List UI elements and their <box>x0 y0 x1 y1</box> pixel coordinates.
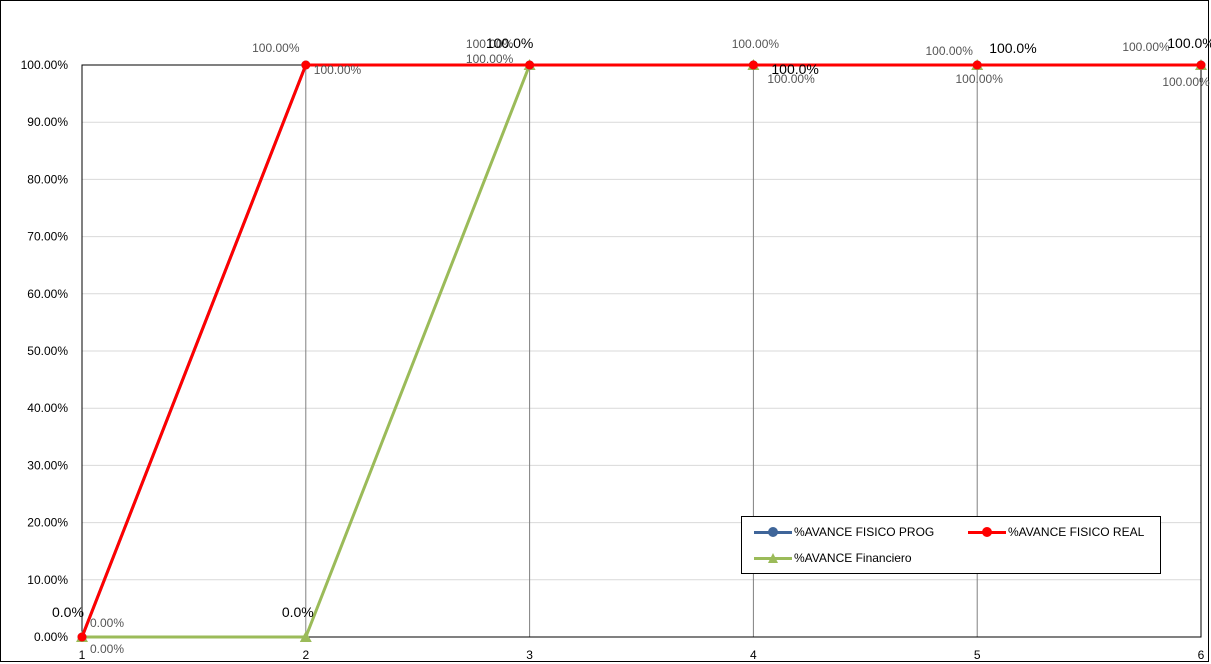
legend: %AVANCE FISICO PROG %AVANCE FISICO REAL … <box>741 516 1161 574</box>
data-label: 0.00% <box>90 642 124 656</box>
data-label: 100.00% <box>732 37 780 51</box>
data-label: 100.00% <box>314 63 362 77</box>
x-tick-label: 3 <box>526 648 533 662</box>
data-label: 100.00% <box>466 52 514 66</box>
y-tick-label: 50.00% <box>27 344 68 358</box>
x-tick-label: 4 <box>750 648 757 662</box>
data-label: 100.0% <box>486 35 533 51</box>
legend-swatch-financiero <box>754 551 792 565</box>
data-point <box>525 60 535 70</box>
y-tick-label: 0.00% <box>34 630 68 644</box>
data-label: 100.00% <box>1122 40 1170 54</box>
y-tick-label: 100.00% <box>21 58 69 72</box>
x-tick-label: 2 <box>302 648 309 662</box>
legend-item-real: %AVANCE FISICO REAL <box>968 525 1144 539</box>
legend-item-financiero: %AVANCE Financiero <box>754 551 912 565</box>
data-label: 0.0% <box>52 604 84 620</box>
data-label: 100.00% <box>767 72 815 86</box>
legend-label-prog: %AVANCE FISICO PROG <box>794 525 935 539</box>
y-tick-label: 30.00% <box>27 458 68 472</box>
y-tick-label: 90.00% <box>27 115 68 129</box>
data-point <box>299 631 312 642</box>
data-label: 100.0% <box>1167 35 1211 51</box>
data-label: 100.00% <box>926 44 974 58</box>
x-tick-label: 6 <box>1198 648 1205 662</box>
data-label: 100.0% <box>989 40 1036 56</box>
data-point <box>748 60 758 70</box>
y-tick-label: 80.00% <box>27 172 68 186</box>
data-point <box>1196 60 1206 70</box>
legend-item-prog: %AVANCE FISICO PROG <box>754 525 934 539</box>
legend-label-financiero: %AVANCE Financiero <box>794 551 912 565</box>
data-label: 100.0% <box>771 61 818 77</box>
data-point <box>301 60 311 70</box>
y-tick-label: 70.00% <box>27 230 68 244</box>
x-tick-label: 5 <box>974 648 981 662</box>
data-label: 0.0% <box>282 604 314 620</box>
data-label: 100.00% <box>956 72 1004 86</box>
x-tick-label: 1 <box>79 648 86 662</box>
data-label: 100.00% <box>466 37 514 51</box>
y-tick-label: 20.00% <box>27 516 68 530</box>
data-label: 100.00% <box>252 41 300 55</box>
data-point <box>77 632 87 642</box>
data-label: 0.00% <box>90 616 124 630</box>
data-point <box>972 60 982 70</box>
y-tick-label: 60.00% <box>27 287 68 301</box>
data-label: 100.00% <box>1162 75 1210 89</box>
legend-swatch-prog <box>754 525 792 539</box>
y-tick-label: 10.00% <box>27 573 68 587</box>
y-tick-label: 40.00% <box>27 401 68 415</box>
legend-swatch-real <box>968 525 1006 539</box>
series-line <box>80 63 1201 638</box>
legend-label-real: %AVANCE FISICO REAL <box>1008 525 1145 539</box>
